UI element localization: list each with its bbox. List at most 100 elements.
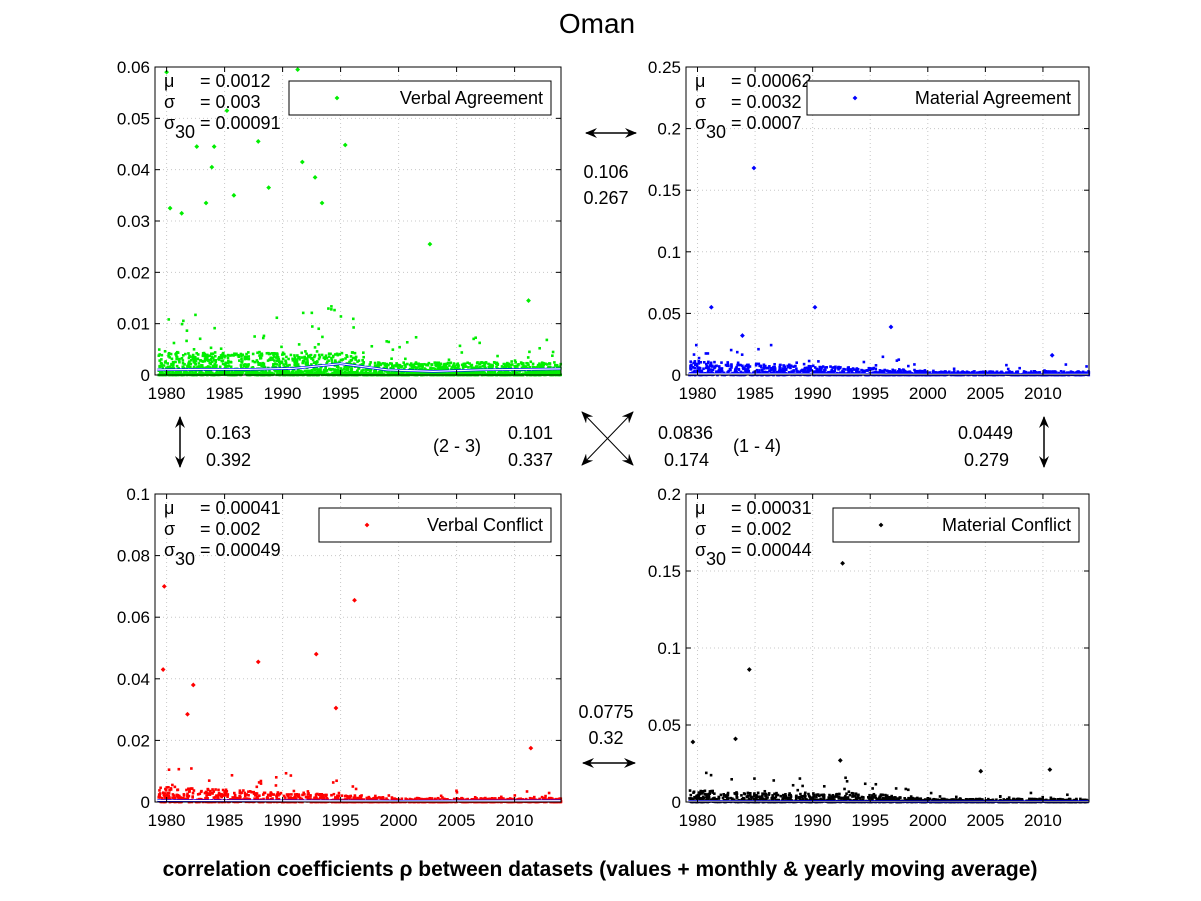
verbal-agreement-point [450,367,453,371]
verbal-agreement-point [258,354,261,357]
verbal-agreement-point [214,360,217,364]
stat-symbol: σ [164,113,175,133]
verbal-agreement-point [330,359,334,362]
material-agreement-point [798,370,802,374]
verbal-agreement-point [257,363,260,366]
verbal-conflict-point [248,798,252,801]
verbal-agreement-point [420,363,424,366]
verbal-conflict-point [266,793,270,797]
verbal-agreement-outlier [342,142,348,148]
verbal-agreement-point [332,371,336,375]
verbal-agreement-point [481,364,485,368]
verbal-agreement-point [500,365,504,368]
legend-label: Verbal Agreement [400,88,543,108]
verbal-agreement-point [453,371,456,375]
verbal-agreement-point [463,362,467,366]
verbal-agreement-point [170,363,173,366]
material-agreement-point [1047,370,1051,373]
verbal-agreement-point [199,370,203,373]
material-agreement-point [777,371,780,375]
verbal-agreement-point [170,357,174,361]
verbal-conflict-point [349,794,353,798]
verbal-agreement-point [320,370,323,374]
material-agreement-point [1059,370,1063,373]
verbal-conflict-point [200,789,203,793]
verbal-agreement-point [303,372,306,376]
material-agreement-point [726,362,730,366]
verbal-conflict-point [340,794,344,797]
verbal-agreement-point [414,367,418,370]
verbal-conflict-point [171,783,174,787]
verbal-agreement-outlier [526,298,531,303]
verbal-agreement-point [349,370,353,374]
verbal-agreement-point [258,363,262,366]
material-agreement-point [872,366,876,370]
verbal-agreement-point [294,362,298,365]
verbal-agreement-point [412,364,416,368]
material-agreement-point [1030,371,1033,375]
verbal-agreement-point [229,360,233,364]
verbal-agreement-point [208,370,211,373]
verbal-agreement-point [193,362,197,365]
verbal-agreement-point [214,373,217,376]
material-agreement-point [1015,371,1019,374]
verbal-conflict-point [343,794,347,798]
verbal-agreement-point [478,372,481,376]
verbal-conflict-point [385,797,388,800]
verbal-agreement-point [262,365,266,368]
verbal-agreement-point [491,365,494,369]
verbal-conflict-point [274,776,278,779]
verbal-agreement-point [235,352,238,356]
verbal-agreement-point [512,369,515,373]
verbal-agreement-point [547,371,551,375]
verbal-agreement-point [193,355,197,359]
verbal-agreement-point [526,356,530,359]
verbal-agreement-point [382,366,386,370]
verbal-agreement-point [327,352,331,356]
verbal-agreement-point [543,370,546,373]
verbal-agreement-point [510,360,513,363]
material-agreement-point [768,365,771,368]
verbal-agreement-point [185,372,189,376]
verbal-agreement-point [315,360,319,363]
verbal-conflict-point [497,796,501,800]
verbal-agreement-point [194,371,197,375]
verbal-agreement-point [281,351,285,355]
verbal-agreement-point [174,360,177,364]
material-agreement-y-tick-label: 0.2 [657,120,681,139]
material-agreement-point [893,369,897,372]
verbal-agreement-point [256,360,260,364]
material-agreement-point [795,361,799,364]
verbal-agreement-point [529,360,533,364]
verbal-agreement-point [198,366,202,370]
verbal-agreement-point [419,367,422,371]
material-agreement-point [1022,370,1026,373]
verbal-conflict-point [377,796,381,799]
verbal-conflict-point [286,795,290,798]
verbal-agreement-point [400,371,404,374]
verbal-agreement-point [362,368,365,372]
material-agreement-point [842,367,845,371]
verbal-conflict-point [442,797,446,801]
material-agreement-point [762,367,766,370]
verbal-agreement-point [466,361,469,365]
verbal-conflict-point [287,793,291,796]
verbal-agreement-point [275,316,279,320]
verbal-agreement-point [316,371,319,375]
verbal-conflict-point [167,792,171,795]
verbal-agreement-point [207,371,210,375]
material-agreement-x-tick-label: 2000 [909,384,947,403]
verbal-agreement-point [169,352,173,356]
material-agreement-point [814,370,818,373]
verbal-agreement-point [258,350,261,354]
verbal-conflict-point [220,795,224,799]
verbal-agreement-point [203,352,207,356]
verbal-agreement-point [313,369,317,372]
verbal-conflict-point [182,794,186,797]
verbal-conflict-point [352,796,356,800]
verbal-conflict-point [192,789,196,792]
stat-symbol: σ [164,92,175,112]
material-agreement-point [717,368,721,372]
verbal-conflict-point [158,792,162,795]
verbal-agreement-point [303,359,306,363]
